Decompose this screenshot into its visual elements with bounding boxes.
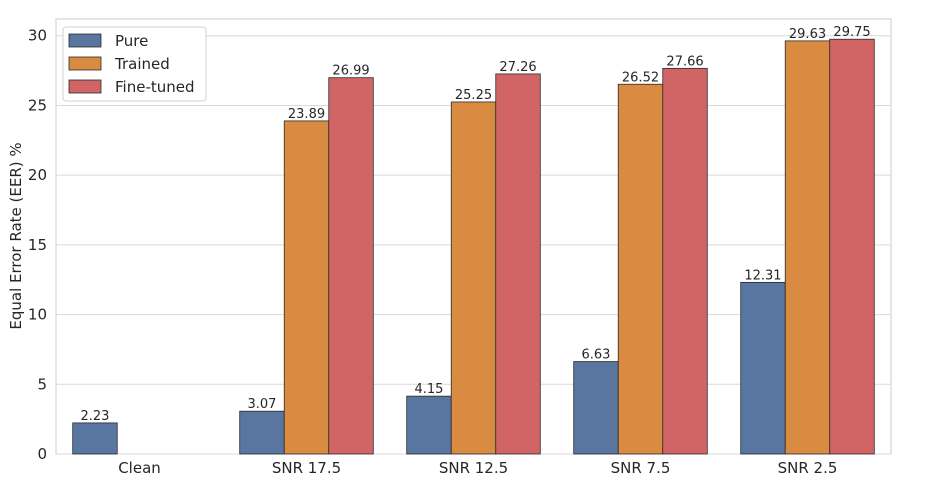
- y-tick-label: 25: [28, 96, 47, 114]
- bar-trained: [617, 83, 664, 455]
- bar-value-label: 27.26: [499, 60, 536, 75]
- bar-value-label: 25.25: [455, 88, 492, 103]
- y-tick-label: 30: [28, 27, 47, 45]
- bar-value-label: 29.75: [833, 25, 870, 40]
- bar-pure: [72, 422, 118, 455]
- y-axis-ticks: 0 5 10 15 20 25 30: [28, 27, 47, 463]
- y-tick-label: 20: [28, 166, 47, 184]
- bar-fine-tuned: [495, 73, 541, 455]
- y-tick-label: 15: [28, 236, 47, 254]
- bar-pure: [239, 410, 285, 455]
- bar-value-label: 29.63: [789, 27, 826, 42]
- bar-value-label: 12.31: [744, 268, 781, 283]
- bar-value-label: 4.15: [414, 382, 443, 397]
- legend-label: Trained: [114, 55, 170, 73]
- bar-trained: [283, 120, 330, 455]
- legend-swatch: [68, 79, 102, 94]
- x-tick-label: Clean: [118, 459, 161, 477]
- bar-value-label: 6.63: [581, 348, 610, 363]
- legend-swatch: [68, 56, 102, 71]
- x-tick-label: SNR 7.5: [611, 459, 671, 477]
- bar-value-label: 23.89: [288, 107, 325, 122]
- bar-value-label: 2.23: [80, 409, 109, 424]
- bar-value-label: 27.66: [666, 54, 703, 69]
- y-tick-label: 5: [37, 375, 47, 393]
- legend-swatch: [68, 33, 102, 48]
- legend: Pure Trained Fine-tuned: [62, 26, 207, 102]
- bar-pure: [406, 395, 452, 455]
- bar-value-label: 3.07: [247, 397, 276, 412]
- bar-value-label: 26.99: [332, 64, 369, 79]
- x-tick-label: SNR 12.5: [439, 459, 508, 477]
- y-axis-label: Equal Error Rate (EER) %: [7, 142, 25, 329]
- x-tick-label: SNR 2.5: [778, 459, 838, 477]
- bar-trained: [450, 101, 497, 455]
- bar-fine-tuned: [328, 77, 374, 455]
- bars: [72, 38, 875, 455]
- y-tick-label: 0: [37, 445, 47, 463]
- bar-pure: [573, 361, 619, 455]
- legend-label: Pure: [115, 32, 148, 50]
- bar-pure: [740, 281, 786, 455]
- bar-fine-tuned: [662, 67, 708, 455]
- x-axis-ticks: Clean SNR 17.5 SNR 12.5 SNR 7.5 SNR 2.5: [118, 459, 837, 477]
- legend-label: Fine-tuned: [115, 78, 195, 96]
- bar-value-label: 26.52: [622, 70, 659, 85]
- bar-fine-tuned: [829, 38, 875, 455]
- data-labels: 2.23 3.07 4.15 6.63 12.31 23.89 25.25 26.52 29.6…: [80, 25, 870, 424]
- x-tick-label: SNR 17.5: [272, 459, 341, 477]
- bar-trained: [784, 40, 831, 455]
- y-tick-label: 10: [28, 306, 47, 324]
